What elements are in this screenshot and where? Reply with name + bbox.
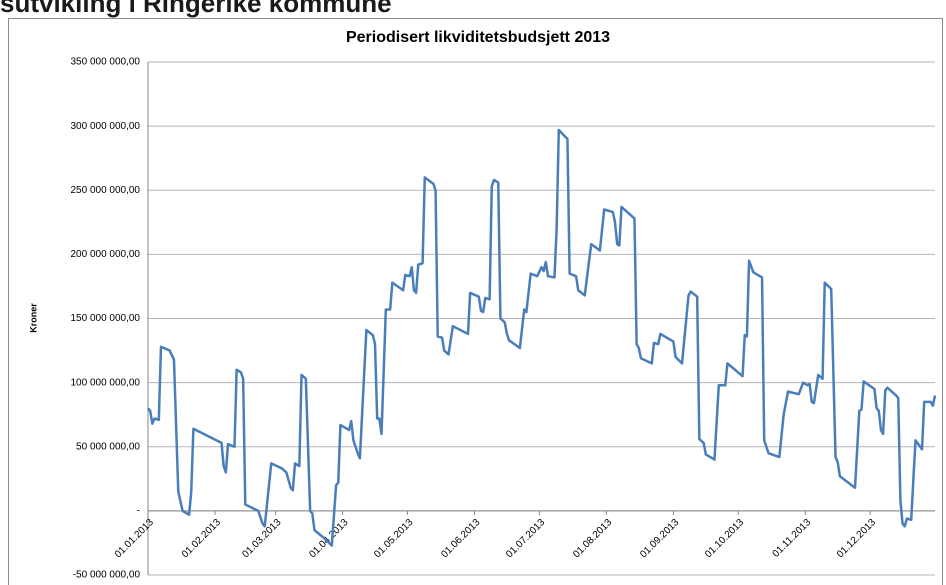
chart-frame (8, 18, 943, 585)
y-tick-label: 300 000 000,00 (70, 121, 140, 132)
y-tick-label: 150 000 000,00 (70, 313, 140, 324)
page-header: sutvikling i Ringerike kommune (0, 0, 392, 18)
y-tick-label: - (137, 506, 140, 517)
y-tick-label: 50 000 000,00 (76, 441, 140, 452)
y-tick-label: 350 000 000,00 (70, 57, 140, 68)
y-tick-label: -50 000 000,00 (73, 570, 141, 581)
data-line (147, 128, 937, 547)
y-tick-label: 100 000 000,00 (70, 377, 140, 388)
y-axis-label: Kroner (28, 303, 38, 333)
y-tick-label: 200 000 000,00 (70, 249, 140, 260)
y-tick-label: 250 000 000,00 (70, 185, 140, 196)
chart-title: Periodisert likviditetsbudsjett 2013 (346, 29, 610, 46)
